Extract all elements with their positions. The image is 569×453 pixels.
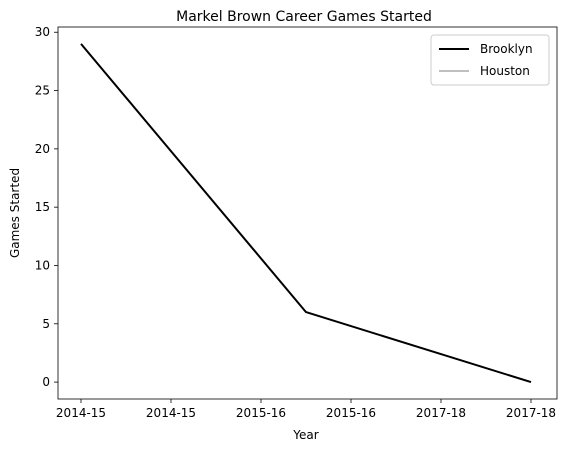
x-axis-label: Year [292,428,318,442]
series-lines [80,43,532,384]
plot-frame [57,26,558,400]
y-tick-label: 0 [42,375,50,389]
y-axis-label: Games Started [8,168,22,258]
y-tick-label: 5 [42,317,50,331]
x-axis: 2014-15 2014-15 2015-16 2015-16 2017-18 2017-… [56,399,556,420]
y-tick-label: 30 [35,25,50,39]
series-line-brooklyn [80,43,532,384]
y-tick-label: 10 [35,258,50,272]
x-tick-label: 2017-18 [506,406,556,420]
legend-label-houston: Houston [480,64,530,78]
x-tick-label: 2015-16 [236,406,286,420]
y-tick-label: 20 [35,142,50,156]
x-tick-label: 2014-15 [146,406,196,420]
x-tick-label: 2015-16 [326,406,376,420]
plot-area: 0 5 10 15 20 25 30 2014-15 2014-15 2015-16 2015-1… [35,25,558,420]
y-tick-label: 25 [35,84,50,98]
chart-title: Markel Brown Career Games Started [176,9,432,25]
x-tick-label: 2017-18 [416,406,466,420]
y-axis: 0 5 10 15 20 25 30 [35,25,58,389]
x-tick-label: 2014-15 [56,406,106,420]
y-tick-label: 15 [35,200,50,214]
legend: Brooklyn Houston [430,34,550,86]
legend-box [430,34,550,86]
legend-label-brooklyn: Brooklyn [480,42,533,56]
